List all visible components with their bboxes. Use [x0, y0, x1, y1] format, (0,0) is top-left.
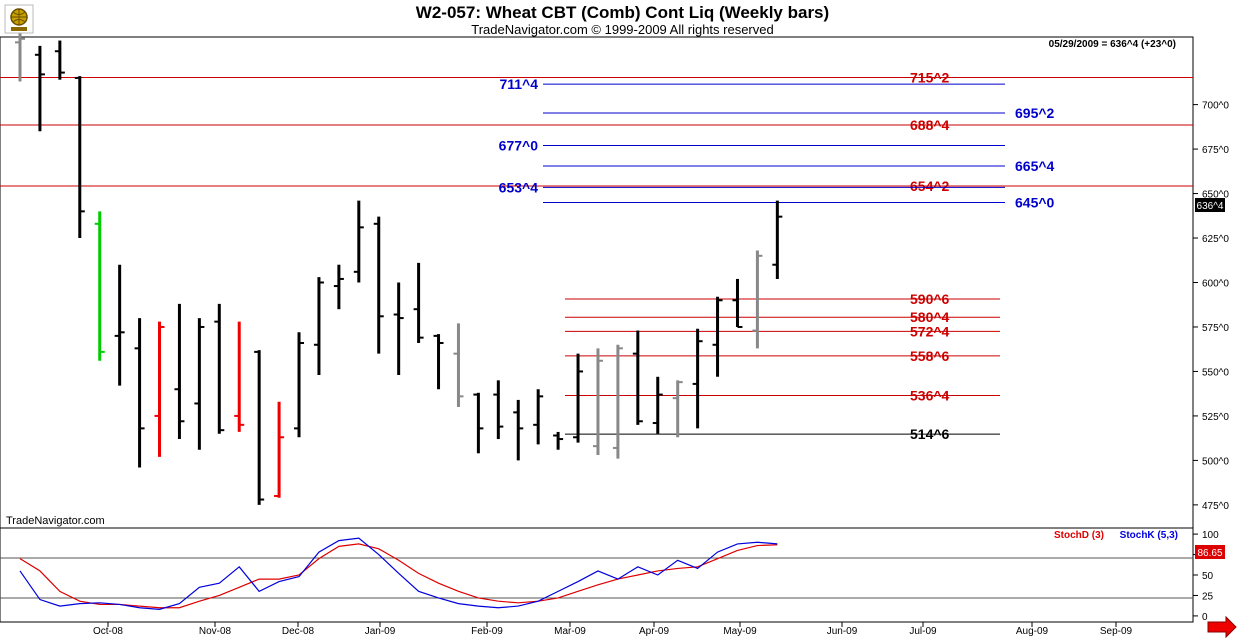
- x-tick-label: Jul-09: [909, 626, 937, 637]
- y-tick-label: 600^0: [1202, 279, 1229, 290]
- level-label: 695^2: [1015, 105, 1055, 121]
- x-tick-label: Dec-08: [282, 626, 315, 637]
- x-tick-label: Nov-08: [199, 626, 232, 637]
- stoch-y-tick-label: 100: [1202, 530, 1219, 541]
- stoch-y-tick-label: 25: [1202, 591, 1214, 602]
- level-label: 653^4: [499, 179, 539, 195]
- level-label: 677^0: [499, 138, 539, 154]
- level-label: 688^4: [910, 117, 950, 133]
- y-tick-label: 525^0: [1202, 412, 1229, 423]
- copyright-subtitle: TradeNavigator.com © 1999-2009 All right…: [471, 22, 774, 37]
- legend-stochk: StochK (5,3): [1120, 530, 1178, 541]
- stoch-value-tag: 86.65: [1195, 545, 1225, 559]
- level-label: 654^2: [910, 178, 950, 194]
- y-tick-label: 650^0: [1202, 190, 1229, 201]
- level-label: 645^0: [1015, 194, 1055, 210]
- level-label: 665^4: [1015, 158, 1055, 174]
- level-label: 711^4: [499, 76, 538, 92]
- stoch-y-tick-label: 50: [1202, 571, 1214, 582]
- watermark-label: TradeNavigator.com: [6, 515, 105, 527]
- x-tick-label: Feb-09: [471, 626, 503, 637]
- y-tick-label: 500^0: [1202, 456, 1229, 467]
- x-tick-label: Oct-08: [93, 626, 123, 637]
- y-tick-label: 675^0: [1202, 145, 1229, 156]
- scroll-right-arrow-icon[interactable]: [1207, 615, 1237, 639]
- chart-header: W2-057: Wheat CBT (Comb) Cont Liq (Weekl…: [0, 0, 1245, 38]
- stoch-y-tick-label: 0: [1202, 612, 1208, 623]
- y-tick-label: 700^0: [1202, 101, 1229, 112]
- level-label: 514^6: [910, 426, 950, 442]
- level-label: 572^4: [910, 323, 950, 339]
- date-value-label: 05/29/2009 = 636^4 (+23^0): [1049, 39, 1176, 50]
- x-tick-label: Sep-09: [1100, 626, 1133, 637]
- y-tick-label: 475^0: [1202, 501, 1229, 512]
- x-tick-label: Aug-09: [1016, 626, 1049, 637]
- y-tick-label: 625^0: [1202, 234, 1229, 245]
- level-label: 558^6: [910, 348, 950, 364]
- x-tick-label: Jun-09: [827, 626, 858, 637]
- level-label: 590^6: [910, 291, 950, 307]
- chart-title: W2-057: Wheat CBT (Comb) Cont Liq (Weekl…: [415, 3, 830, 22]
- level-label: 580^4: [910, 309, 950, 325]
- stoch-series-line: [19, 537, 778, 610]
- stoch-value-tag-text: 86.65: [1197, 548, 1222, 559]
- level-label: 536^4: [910, 387, 950, 403]
- y-tick-label: 575^0: [1202, 323, 1229, 334]
- price-tag-text: 636^4: [1197, 201, 1224, 212]
- price-tag: 636^4: [1195, 198, 1225, 212]
- legend-stochd: StochD (3): [1054, 530, 1104, 541]
- x-tick-label: May-09: [723, 626, 757, 637]
- x-tick-label: Mar-09: [554, 626, 586, 637]
- stoch-panel: [0, 527, 1194, 623]
- x-tick-label: Apr-09: [639, 626, 669, 637]
- level-label: 715^2: [910, 69, 950, 85]
- y-tick-label: 550^0: [1202, 367, 1229, 378]
- x-tick-label: Jan-09: [365, 626, 396, 637]
- globe-logo-icon[interactable]: [4, 4, 34, 34]
